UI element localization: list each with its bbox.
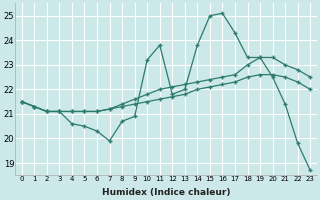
X-axis label: Humidex (Indice chaleur): Humidex (Indice chaleur)	[102, 188, 230, 197]
